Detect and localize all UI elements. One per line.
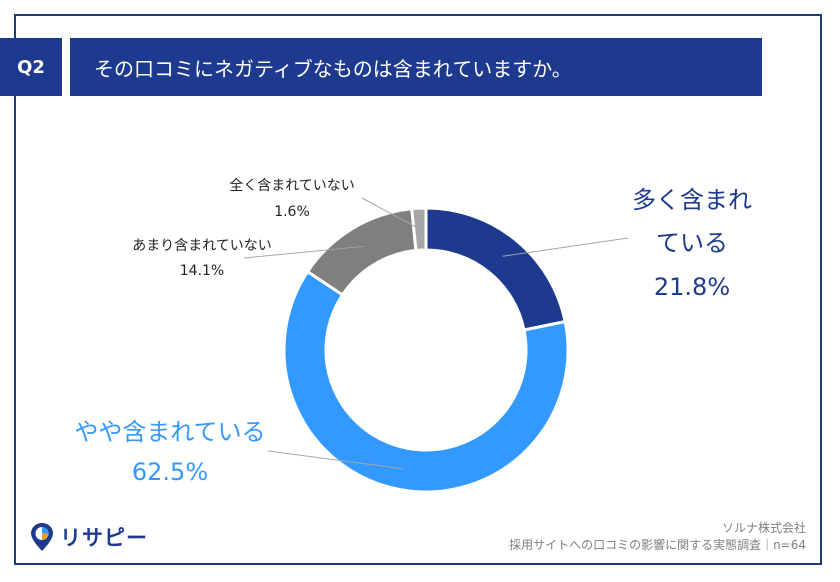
- label-category-2: あまり含まれていない: [132, 238, 272, 254]
- donut-slices: [282, 206, 570, 494]
- label-value-2: 14.1%: [180, 263, 224, 279]
- label-category-3: 全く含まれていない: [229, 177, 355, 194]
- label-category-0-line2: ている: [656, 229, 728, 257]
- donut-slice-0: [424, 206, 567, 332]
- donut-slice-2: [305, 207, 418, 297]
- leader-line-1: [267, 450, 404, 470]
- leader-lines: [243, 197, 629, 470]
- leader-line-0: [502, 237, 629, 257]
- label-value-0: 21.8%: [654, 273, 730, 301]
- pin-icon: [31, 523, 53, 551]
- logo: リサピー: [30, 522, 148, 552]
- footer-source: 採用サイトへの口コミの影響に関する実態調査｜n=64: [509, 538, 806, 552]
- question-badge: Q2: [0, 38, 62, 96]
- label-value-1: 62.5%: [132, 458, 208, 486]
- label-value-3: 1.6%: [274, 204, 310, 220]
- footer-company: ソルナ株式会社: [721, 521, 806, 535]
- label-category-1: やや含まれている: [74, 418, 265, 446]
- question-title: その口コミにネガティブなものは含まれていますか。: [70, 38, 762, 96]
- leader-line-3: [361, 197, 421, 230]
- footer: ソルナ株式会社 採用サイトへの口コミの影響に関する実態調査｜n=64: [509, 520, 806, 554]
- label-category-0-line1: 多く含まれ: [632, 186, 752, 214]
- leader-line-2: [243, 245, 364, 259]
- donut-slice-3: [410, 206, 428, 253]
- logo-text: リサピー: [60, 526, 148, 550]
- donut-slice-1: [282, 269, 570, 494]
